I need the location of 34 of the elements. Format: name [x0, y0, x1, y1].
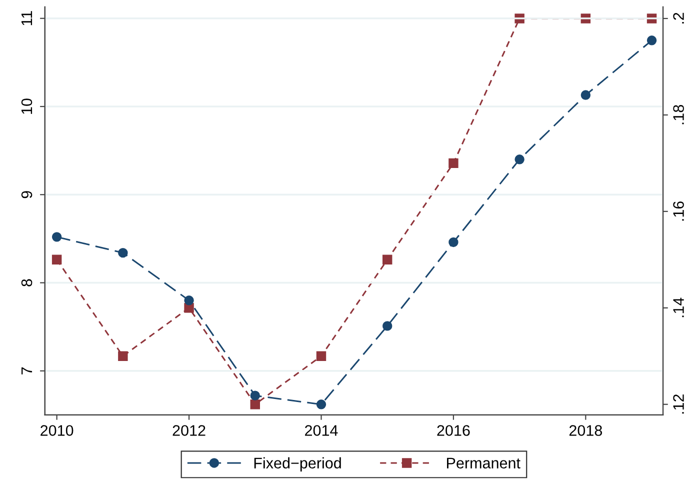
x-tick-label: 2016: [437, 425, 470, 436]
point: [52, 254, 62, 265]
y-tick-label: 9: [21, 191, 32, 198]
point: [250, 399, 260, 410]
legend-label: Fixed−period: [254, 457, 341, 472]
point: [580, 90, 591, 100]
y2-tick-label: .12: [673, 394, 684, 414]
y-tick-label: 7: [22, 367, 32, 374]
y-tick-label: 11: [22, 11, 32, 26]
point: [118, 248, 128, 258]
x-tick-label: 2014: [305, 425, 338, 436]
point: [118, 351, 128, 361]
point: [184, 296, 194, 306]
x-tick-label: 2018: [569, 425, 602, 436]
y2-tick-label: .14: [673, 298, 684, 318]
point: [646, 36, 657, 46]
x-tick-label: 2010: [40, 425, 74, 436]
point: [514, 14, 524, 24]
point: [316, 400, 326, 410]
y2-tick-label: .18: [673, 105, 684, 124]
point: [514, 154, 524, 164]
y-tick-label: 10: [21, 98, 32, 114]
y2-tick-label: .2: [673, 12, 684, 24]
point: [250, 390, 260, 400]
point: [382, 254, 392, 265]
y2-tick-label: .16: [673, 201, 684, 221]
x-tick-label: 2012: [172, 425, 206, 436]
point: [448, 237, 458, 248]
point: [52, 232, 62, 242]
point: [448, 158, 458, 168]
y-tick-label: 8: [21, 279, 32, 286]
point: [316, 351, 326, 361]
legend-label: Permanent: [447, 458, 520, 468]
point: [382, 321, 392, 331]
